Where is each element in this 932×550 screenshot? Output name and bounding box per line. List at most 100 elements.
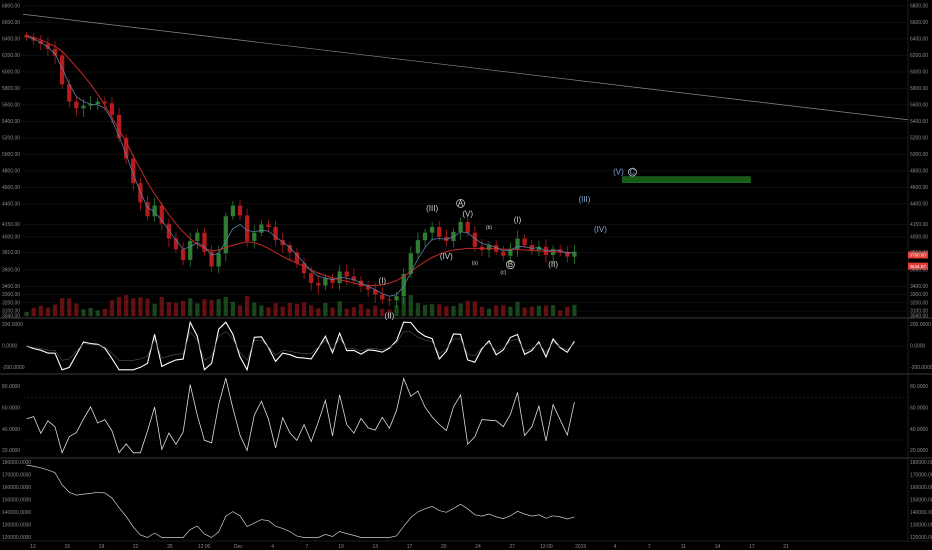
candle-body <box>195 232 200 241</box>
time-axis-tick-label: 13 <box>372 544 378 550</box>
candle-body <box>522 238 527 246</box>
volume-bar <box>358 304 364 316</box>
right-axis-tick-label: 6200.00 <box>910 53 928 59</box>
left-axis-tick-label: -200.0000 <box>2 365 25 371</box>
candle-body <box>145 202 150 217</box>
right-axis-tick-label: 3600.00 <box>910 267 928 273</box>
volume-bar <box>330 307 335 316</box>
wave-label: (c) <box>500 270 506 276</box>
candlestick-series[interactable] <box>24 31 577 308</box>
candle-body <box>301 263 307 274</box>
target-zone-box <box>622 176 751 183</box>
candle-body <box>415 240 421 254</box>
volume-bar <box>188 298 193 316</box>
time-axis-tick-label: 12:00 <box>540 544 553 550</box>
candle-body <box>387 299 392 301</box>
right-axis-tick-label: 6000.00 <box>910 69 928 75</box>
time-axis-tick-label: 24 <box>475 544 481 550</box>
candle-body <box>266 224 271 227</box>
right-axis-tick-label: 4800.00 <box>910 168 928 174</box>
oscillator-panel <box>23 320 908 372</box>
volume-bar <box>173 302 179 316</box>
volume-bar <box>529 306 534 316</box>
volume-bar <box>337 301 342 316</box>
candle-body <box>430 226 435 233</box>
candle-body <box>529 245 534 251</box>
right-axis-tick-label: 3040.00 <box>910 314 928 320</box>
time-axis-tick-label: 14 <box>715 544 721 550</box>
time-axis-tick-label: 12:00 <box>198 544 211 550</box>
oscillator-signal-line <box>26 331 575 361</box>
right-axis-tick-label: 160000.0000 <box>910 485 932 491</box>
time-axis-tick-label: 17 <box>407 544 413 550</box>
price-tag-label: 3644.57 <box>910 264 927 269</box>
left-axis-tick-label: 130000.0000 <box>2 523 31 529</box>
volume-bar <box>472 301 477 316</box>
left-axis-tick-label: 60.0000 <box>2 406 20 412</box>
right-axis-tick-label: 130000.0000 <box>910 523 932 529</box>
left-axis-tick-label: 40.0000 <box>2 427 20 433</box>
volume-bar <box>508 306 513 316</box>
elliott-wave-labels: (I) (II) (III) (IV) (V) A (a) (b) (c)B (I) (II) (II… <box>379 168 637 320</box>
wave-label: (III) <box>578 195 590 204</box>
candle-body <box>131 158 136 184</box>
left-axis-tick-label: 3300.00 <box>2 292 20 298</box>
volume-bar <box>180 300 186 316</box>
candle-body <box>422 232 428 241</box>
left-axis-tick-label: 3810.00 <box>2 250 20 256</box>
volume-bar <box>444 306 449 316</box>
fast-moving-average-line <box>26 36 575 297</box>
wave-label: (a) <box>472 261 478 267</box>
candle-body <box>124 137 129 159</box>
time-axis-tick-label: 4 <box>613 544 616 550</box>
left-axis-tick-label: 5600.00 <box>2 102 20 108</box>
volume-bar <box>245 296 250 316</box>
left-axis-tick-label: 180000.0000 <box>2 460 31 466</box>
left-axis-tick-label: 5000.00 <box>2 152 20 158</box>
volume-bar <box>67 298 72 316</box>
right-axis-tick-label: 3100.00 <box>910 309 928 315</box>
candle-body <box>465 222 470 233</box>
candle-body <box>536 246 541 251</box>
wave-label: C <box>630 168 636 177</box>
volume-bar <box>501 305 506 316</box>
volume-bar <box>273 303 278 316</box>
right-axis-tick-label: 5200.00 <box>910 135 928 141</box>
candle-body <box>102 101 107 104</box>
wave-label: (b) <box>486 225 492 231</box>
candle-body <box>188 240 193 260</box>
volume-bar <box>195 303 200 316</box>
volume-bar <box>230 301 236 316</box>
left-axis-tick-label: 4000.00 <box>2 234 20 240</box>
left-axis-tick-label: 3400.00 <box>2 284 20 290</box>
candle-body <box>365 286 371 290</box>
left-axis-tick-label: 6400.00 <box>2 36 20 42</box>
right-axis-tick-label: 6400.00 <box>910 36 928 42</box>
volume-bars <box>24 295 577 316</box>
volume-bar <box>380 308 385 316</box>
obv-line <box>26 464 575 538</box>
volume-bar <box>159 296 164 316</box>
candle-body <box>344 271 349 277</box>
candle-body <box>394 296 399 301</box>
left-axis-tick-label: 5400.00 <box>2 119 20 125</box>
axes-labels: 6800.00 6800.00 6600.00 6600.00 6400.00 6400.… <box>2 4 932 550</box>
time-axis-tick-label: 7 <box>648 544 651 550</box>
volume-bar <box>422 305 428 316</box>
volume-bar <box>486 308 492 316</box>
candle-body <box>565 251 570 257</box>
volume-bar <box>365 308 371 316</box>
obv-panel <box>26 464 575 538</box>
right-axis-tick-label: 80.0000 <box>910 384 928 390</box>
candle-body <box>316 283 321 286</box>
price-tag-label: 3780.00 <box>910 253 927 258</box>
candle-body <box>166 223 171 239</box>
left-axis-tick-label: 6800.00 <box>2 4 20 10</box>
candle-body <box>81 105 86 109</box>
volume-bar <box>344 308 349 316</box>
volume-bar <box>81 309 86 316</box>
volume-bar <box>387 309 392 316</box>
volume-bar <box>287 303 292 316</box>
volume-bar <box>558 310 563 316</box>
